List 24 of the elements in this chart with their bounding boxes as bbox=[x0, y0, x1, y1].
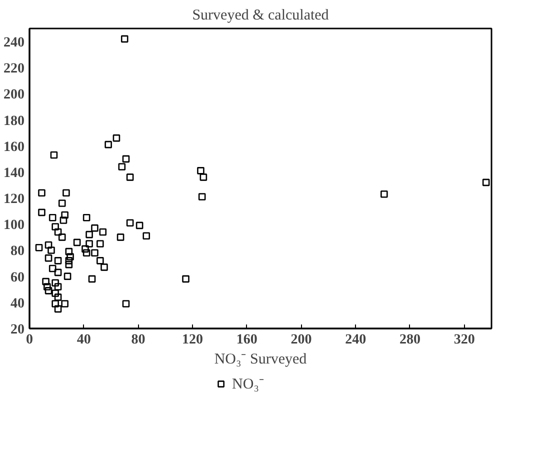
y-tick-label: 20 bbox=[10, 322, 24, 338]
x-tick-label: 320 bbox=[454, 332, 475, 348]
x-tick-label: 240 bbox=[345, 332, 366, 348]
x-tick-label: 160 bbox=[236, 332, 258, 348]
chart-title: Surveyed & calculated bbox=[192, 8, 330, 24]
y-tick-label: 160 bbox=[4, 140, 24, 155]
y-tick-label: 180 bbox=[4, 114, 24, 129]
y-tick-label: 60 bbox=[10, 270, 24, 286]
x-tick-label: 40 bbox=[76, 332, 91, 348]
x-tick-label: 280 bbox=[399, 332, 420, 348]
y-tick-label: 80 bbox=[10, 244, 24, 260]
y-tick-label: 240 bbox=[4, 36, 24, 51]
y-tick-label: 200 bbox=[4, 88, 24, 103]
y-tick-label: 120 bbox=[4, 192, 24, 208]
x-tick-label: 120 bbox=[182, 332, 204, 348]
y-tick-label: 40 bbox=[10, 296, 24, 312]
y-tick-label: 100 bbox=[4, 218, 24, 234]
x-axis-title: NO₃⁻ Surveyed bbox=[214, 352, 308, 368]
y-tick-label: 140 bbox=[4, 166, 24, 181]
legend-label: NO₃⁻ bbox=[232, 376, 264, 394]
x-tick-label: 0 bbox=[26, 332, 33, 348]
x-tick-label: 80 bbox=[131, 332, 146, 348]
x-tick-label: 200 bbox=[290, 332, 312, 348]
y-tick-label: 220 bbox=[4, 62, 24, 77]
